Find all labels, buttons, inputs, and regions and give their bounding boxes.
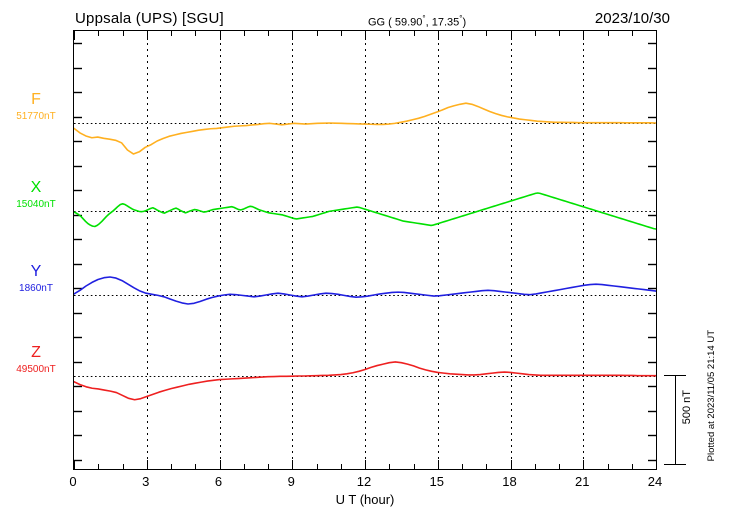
component-symbol-z: Z — [31, 344, 41, 361]
scale-bar-bottom-cap — [664, 464, 686, 465]
geographic-coordinates: GG ( 59.90°, 17.35°) — [368, 14, 466, 29]
component-label-f: F 51770nT — [3, 92, 69, 123]
component-baseline-z: 49500nT — [16, 364, 56, 375]
observation-date: 2023/10/30 — [594, 10, 670, 27]
plotted-at-label: Plotted at 2023/11/05 21:14 UT — [706, 330, 717, 462]
plot-frame — [73, 30, 657, 470]
component-symbol-y: Y — [30, 263, 42, 280]
vertical-gridlines — [146, 31, 585, 469]
x-tick-label-0: 0 — [69, 474, 77, 489]
scale-bar-label: 500 nT — [681, 390, 693, 425]
component-label-z: Z 49500nT — [3, 345, 69, 376]
coords-suffix: ) — [462, 16, 467, 29]
component-symbol-x: X — [30, 179, 42, 196]
x-tick-label-24: 24 — [647, 474, 663, 489]
component-baseline-x: 15040nT — [16, 199, 56, 210]
degree-symbol-lon: ° — [459, 14, 463, 23]
x-axis-tick-marks — [74, 31, 633, 469]
scale-bar — [664, 375, 686, 465]
degree-symbol-lat: ° — [422, 14, 426, 23]
x-tick-label-6: 6 — [214, 474, 223, 489]
x-tick-label-9: 9 — [287, 474, 295, 489]
station-title: Uppsala (UPS) [SGU] — [75, 10, 224, 27]
component-label-y: Y 1860nT — [3, 264, 69, 295]
x-tick-label-21: 21 — [575, 474, 590, 489]
coords-prefix: GG ( 59.90 — [368, 16, 423, 29]
x-tick-label-18: 18 — [502, 474, 517, 489]
component-baseline-f: 51770nT — [16, 111, 56, 122]
series-traces — [74, 102, 656, 401]
component-symbol-f: F — [31, 91, 41, 108]
x-tick-label-15: 15 — [429, 474, 444, 489]
y-axis-tick-marks — [74, 42, 656, 462]
component-baseline-y: 1860nT — [19, 283, 53, 294]
x-tick-label-12: 12 — [356, 474, 372, 489]
x-tick-label-3: 3 — [142, 474, 150, 489]
plot-canvas — [74, 31, 656, 469]
x-axis-title: U T (hour) — [335, 492, 395, 507]
component-label-x: X 15040nT — [3, 180, 69, 211]
coords-mid: , 17.35 — [425, 16, 460, 29]
scale-bar-line — [675, 375, 676, 465]
